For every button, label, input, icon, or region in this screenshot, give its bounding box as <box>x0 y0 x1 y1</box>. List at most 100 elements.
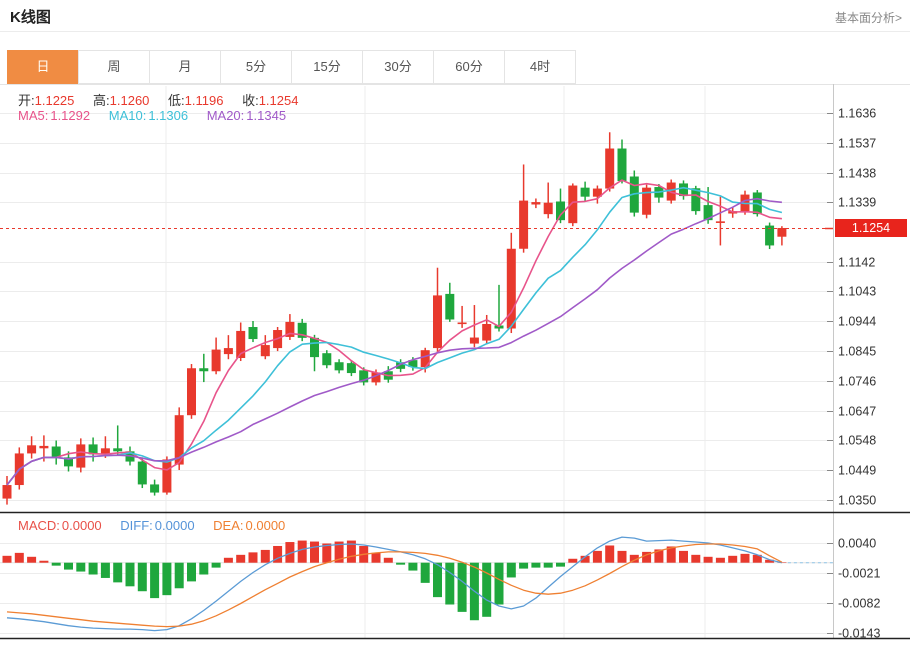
candle-body-up <box>482 324 492 341</box>
fundamental-analysis-link[interactable]: 基本面分析> <box>834 11 902 25</box>
macd-bar-up <box>752 554 762 563</box>
price-tick-label: 1.0449 <box>838 464 876 478</box>
candle-body-up <box>642 187 652 215</box>
tab-bar-baseline <box>0 84 910 85</box>
ma5-line <box>6 179 782 486</box>
macd-bar-down <box>174 562 184 589</box>
candle-body-up <box>777 227 787 237</box>
tab-week[interactable]: 周 <box>78 50 150 84</box>
macd-bar-down <box>396 562 406 565</box>
macd-bar-up <box>2 555 12 563</box>
macd-bar-down <box>457 562 467 612</box>
ma20-line <box>6 197 782 486</box>
tab-5min[interactable]: 5分 <box>220 50 292 84</box>
macd-bar-up <box>297 540 307 563</box>
macd-bar-down <box>187 562 196 582</box>
candle-body-up <box>27 445 37 454</box>
macd-bar-down <box>408 562 418 571</box>
candle-body-up <box>371 372 381 383</box>
dea-value: 0.0000 <box>245 518 286 533</box>
tab-30min[interactable]: 30分 <box>362 50 434 84</box>
candle-body-up <box>100 448 110 455</box>
candle-body-up <box>543 202 553 215</box>
candle-body-down <box>297 322 307 338</box>
price-tick-label: 1.0647 <box>838 405 876 419</box>
macd-tick-label: 0.0040 <box>838 537 876 551</box>
candle-body-down <box>691 188 701 212</box>
macd-bar-up <box>223 557 233 563</box>
macd-bar-up <box>642 551 652 563</box>
macd-bar-up <box>383 557 393 563</box>
macd-bar-up <box>691 554 701 563</box>
ma-legend: MA5: 1.1292 MA10: 1.1306 MA20: 1.1345 <box>18 108 301 123</box>
macd-bar-up <box>371 552 381 563</box>
current-price-badge: 1.1254 <box>835 219 907 237</box>
macd-bar-down <box>482 562 492 617</box>
ma5-label: MA5: <box>18 108 49 123</box>
macd-bar-up <box>728 555 738 563</box>
title-divider <box>0 31 910 32</box>
candle-body-down <box>88 444 98 455</box>
candle-body-up <box>162 459 172 493</box>
macd-bar-up <box>580 555 590 563</box>
price-tick-label: 1.0350 <box>838 494 876 508</box>
macd-bar-up <box>39 560 49 563</box>
candle-body-down <box>310 337 319 358</box>
candle-body-down <box>346 363 356 374</box>
ma10-label: MA10: <box>108 108 147 123</box>
macd-bar-up <box>679 550 688 563</box>
macd-bar-up <box>27 556 37 563</box>
tab-day[interactable]: 日 <box>7 50 79 84</box>
candle-body-up <box>174 415 184 465</box>
ma20-label: MA20: <box>206 108 245 123</box>
macd-bar-up <box>14 552 24 563</box>
tab-month[interactable]: 月 <box>149 50 221 84</box>
ma10-line <box>6 186 783 486</box>
close-value: 1.1254 <box>258 93 299 108</box>
price-tick-label: 1.1339 <box>838 196 876 210</box>
candle-body-down <box>113 448 123 452</box>
price-tick-label: 1.0746 <box>838 375 876 389</box>
low-value: 1.1196 <box>184 93 224 108</box>
macd-bar-down <box>543 562 553 568</box>
macd-bar-down <box>51 562 61 566</box>
macd-bar-down <box>113 562 123 583</box>
macd-bar-down <box>556 562 565 567</box>
candle-body-down <box>322 353 332 366</box>
candle-body-down <box>334 362 344 371</box>
dea-label: DEA: <box>213 518 244 533</box>
candle-body-up <box>531 202 541 205</box>
macd-bar-up <box>568 558 578 563</box>
macd-bar-down <box>150 562 160 599</box>
macd-tick-label: -0.0143 <box>838 627 880 641</box>
macd-bar-up <box>260 549 270 563</box>
candle-body-up <box>457 322 467 325</box>
macd-bar-up <box>715 557 725 563</box>
candle-body-up <box>223 348 233 355</box>
ma10-value: 1.1306 <box>148 108 189 123</box>
macd-tick-label: -0.0021 <box>838 567 880 581</box>
macd-bar-down <box>76 562 86 572</box>
candle-body-down <box>556 201 565 221</box>
tab-60min[interactable]: 60分 <box>433 50 505 84</box>
diff-line <box>6 536 783 632</box>
tab-15min[interactable]: 15分 <box>291 50 363 84</box>
candle-body-down <box>396 362 406 369</box>
macd-bar-up <box>703 556 713 563</box>
candle-body-up <box>2 485 12 499</box>
candle-body-down <box>445 293 455 320</box>
macd-bar-up <box>310 541 319 563</box>
candle-body-up <box>506 248 516 329</box>
candle-body-down <box>703 205 713 221</box>
macd-bar-down <box>211 562 221 568</box>
price-tick-label: 1.1438 <box>838 167 876 181</box>
candle-body-up <box>433 295 442 349</box>
macd-value: 0.0000 <box>61 518 102 533</box>
candle-body-down <box>199 368 209 372</box>
price-tick-label: 1.1636 <box>838 107 876 121</box>
tab-4hour[interactable]: 4时 <box>504 50 576 84</box>
macd-bar-up <box>334 541 344 563</box>
macd-bar-down <box>125 562 135 587</box>
price-tick-label: 1.0548 <box>838 434 876 448</box>
